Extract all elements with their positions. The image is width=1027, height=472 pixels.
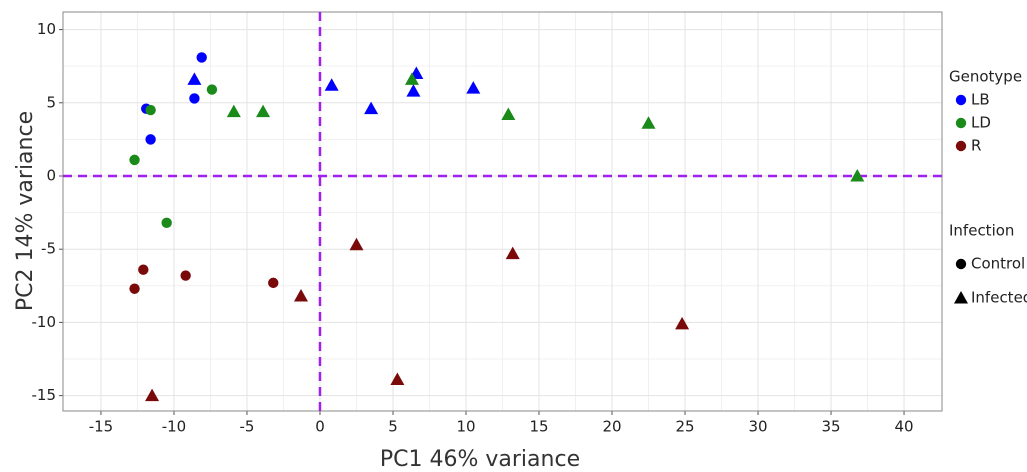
- x-tick-label: 35: [821, 418, 840, 436]
- circle-point: [206, 84, 218, 95]
- triangle-point: [675, 316, 690, 330]
- circle-point: [129, 154, 140, 166]
- circle-point: [189, 93, 200, 104]
- legend-label: R: [971, 137, 981, 155]
- triangle-point: [505, 246, 520, 260]
- y-tick-label: -15: [32, 386, 57, 404]
- circle-point: [161, 217, 172, 229]
- triangle-point: [501, 107, 516, 120]
- x-tick-label: 25: [675, 418, 694, 436]
- y-tick-label: -10: [32, 313, 57, 331]
- legend-title: Genotype: [949, 68, 1022, 86]
- legend-symbol: [955, 258, 967, 270]
- circle-point: [268, 277, 279, 289]
- legend-label: LD: [971, 114, 991, 132]
- triangle-point: [641, 116, 656, 129]
- triangle-point: [187, 72, 202, 85]
- y-tick-label: 10: [37, 20, 56, 38]
- y-tick-label: -5: [41, 240, 56, 258]
- triangle-point: [850, 168, 865, 182]
- legend-symbol: [955, 140, 967, 152]
- x-tick-label: 40: [894, 418, 913, 436]
- y-axis-title: PC2 14% variance: [13, 111, 38, 311]
- circle-point: [129, 283, 140, 294]
- triangle-point: [404, 72, 419, 85]
- x-tick-label: 5: [388, 418, 398, 436]
- circle-point: [145, 104, 156, 116]
- x-tick-label: 15: [529, 418, 548, 436]
- triangle-point: [226, 104, 241, 118]
- triangle-point: [390, 372, 405, 386]
- legend-label: LB: [971, 91, 990, 109]
- triangle-point: [256, 104, 271, 118]
- triangle-point: [349, 237, 364, 251]
- triangle-point: [364, 101, 379, 115]
- plot-border: [62, 11, 943, 412]
- legend-title: Infection: [949, 222, 1014, 240]
- triangle-point: [406, 84, 421, 97]
- circle-point: [138, 264, 149, 275]
- x-tick-label: 20: [602, 418, 621, 436]
- triangle-point: [294, 289, 309, 302]
- legend-symbol: [955, 117, 967, 129]
- x-tick-label: 0: [315, 418, 325, 436]
- x-tick-label: 10: [456, 418, 475, 436]
- x-tick-label: 30: [748, 418, 767, 436]
- legend-label: Control: [971, 255, 1025, 273]
- legend-label: Infected: [971, 289, 1027, 307]
- x-tick-label: -15: [89, 418, 114, 436]
- x-tick-label: -10: [162, 418, 187, 436]
- triangle-point: [466, 81, 481, 94]
- triangle-point: [145, 388, 160, 402]
- legend-symbol: [954, 291, 968, 304]
- y-tick-label: 0: [46, 166, 56, 184]
- circle-point: [196, 52, 207, 63]
- triangle-point: [324, 78, 339, 91]
- legend-symbol: [955, 94, 967, 106]
- x-axis-title: PC1 46% variance: [380, 447, 580, 472]
- circle-point: [145, 134, 156, 145]
- circle-point: [180, 270, 191, 281]
- y-tick-label: 5: [46, 93, 56, 111]
- x-tick-label: -5: [239, 418, 254, 436]
